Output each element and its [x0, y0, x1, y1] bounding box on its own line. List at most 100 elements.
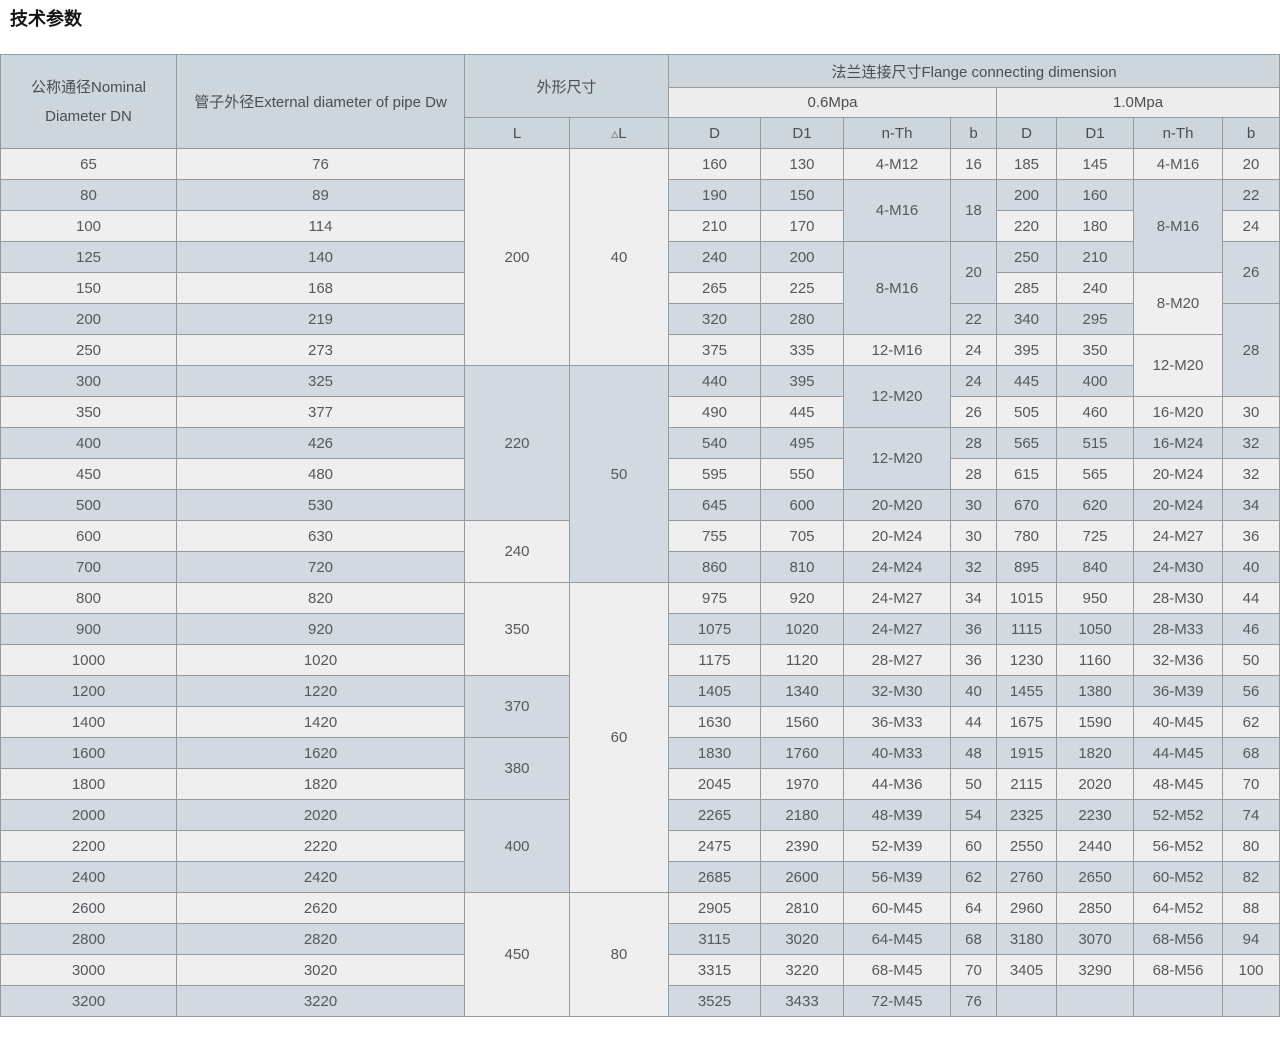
table-cell: 20: [1222, 148, 1280, 180]
table-cell: 1420: [176, 706, 465, 738]
table-cell: 44-M45: [1133, 737, 1224, 769]
table-cell: 44: [1222, 582, 1280, 614]
table-cell: 1405: [668, 675, 762, 707]
table-cell: 32-M30: [843, 675, 952, 707]
table-cell: 100: [1222, 954, 1280, 986]
col-header-n-th: n-Th: [843, 117, 952, 149]
table-cell: 2390: [760, 830, 845, 862]
table-cell: 16-M24: [1133, 427, 1224, 459]
table-cell: 64-M45: [843, 923, 952, 955]
table-row: 1000 1020 1175 1120 28-M27 36 1230 1160 32-M36 50: [0, 644, 1280, 676]
table-cell: 50: [568, 365, 670, 583]
table-cell: 12-M20: [843, 365, 952, 428]
table-cell: 16-M20: [1133, 396, 1224, 428]
table-cell: 2180: [760, 799, 845, 831]
table-cell: 46: [1222, 613, 1280, 645]
table-cell: 820: [176, 582, 465, 614]
table-cell: 1915: [996, 737, 1058, 769]
tech-params-table: 公称通径Nominal Diameter DN 管子外径External dia…: [0, 54, 1280, 1017]
table-cell: 40: [568, 148, 670, 366]
table-cell: 56-M39: [843, 861, 952, 893]
table-cell: 72-M45: [843, 985, 952, 1017]
table-cell: 550: [760, 458, 845, 490]
table-cell: 180: [1056, 210, 1135, 242]
table-row: 2200 2220 2475 2390 52-M39 60 2550 2440 56-M52 80: [0, 830, 1280, 862]
col-header-d1: D1: [760, 117, 845, 149]
table-cell: 1455: [996, 675, 1058, 707]
table-cell: 3405: [996, 954, 1058, 986]
table-cell: 400: [464, 799, 570, 893]
table-cell: 700: [0, 551, 177, 583]
table-cell: 18: [950, 179, 998, 242]
table-cell: 1220: [176, 675, 465, 707]
table-cell: 285: [996, 272, 1058, 304]
table-cell: 3000: [0, 954, 177, 986]
table-cell: 3180: [996, 923, 1058, 955]
table-cell: 24-M30: [1133, 551, 1224, 583]
table-cell: 50: [950, 768, 998, 800]
table-cell: 1230: [996, 644, 1058, 676]
table-cell: 450: [464, 892, 570, 1017]
table-row: 2800 2820 3115 3020 64-M45 68 3180 3070 68-M56 94: [0, 923, 1280, 955]
table-cell: 8-M20: [1133, 272, 1224, 335]
col-header-n-th: n-Th: [1133, 117, 1224, 149]
table-cell: 2325: [996, 799, 1058, 831]
table-cell: 64-M52: [1133, 892, 1224, 924]
table-cell: 200: [0, 303, 177, 335]
table-cell: 600: [0, 520, 177, 552]
table-cell: [1133, 985, 1224, 1017]
table-cell: 380: [464, 737, 570, 800]
table-cell: 76: [950, 985, 998, 1017]
table-cell: 32-M36: [1133, 644, 1224, 676]
table-cell: 170: [760, 210, 845, 242]
table-row: 250 273 375 335 12-M16 24 395 350 12-M20: [0, 334, 1280, 397]
table-cell: 114: [176, 210, 465, 242]
table-cell: 1590: [1056, 706, 1135, 738]
table-cell: 370: [464, 675, 570, 738]
table-cell: 1620: [176, 737, 465, 769]
table-cell: 62: [950, 861, 998, 893]
page-title: 技术参数: [10, 9, 82, 29]
table-cell: 900: [0, 613, 177, 645]
delta-symbol: △: [611, 128, 619, 139]
table-cell: 22: [950, 303, 998, 335]
table-cell: 1600: [0, 737, 177, 769]
table-cell: 780: [996, 520, 1058, 552]
table-cell: 30: [1222, 396, 1280, 428]
table-cell: 80: [1222, 830, 1280, 862]
table-cell: 24: [950, 365, 998, 397]
table-cell: 2760: [996, 861, 1058, 893]
table-cell: 755: [668, 520, 762, 552]
table-cell: 250: [0, 334, 177, 366]
table-cell: [1056, 985, 1135, 1017]
table-cell: 2905: [668, 892, 762, 924]
table-row: 600 630 240 755 705 20-M24 30 780 725 24-M27 36: [0, 520, 1280, 583]
table-cell: 80: [0, 179, 177, 211]
table-cell: 20-M24: [1133, 458, 1224, 490]
table-row: 200 219 320 280 22 340 295 28: [0, 303, 1280, 397]
table-cell: 240: [668, 241, 762, 273]
table-cell: 36: [950, 613, 998, 645]
table-cell: 495: [760, 427, 845, 459]
table-cell: 76: [176, 148, 465, 180]
table-cell: 350: [0, 396, 177, 428]
table-cell: 62: [1222, 706, 1280, 738]
col-header-nominal-diameter: 公称通径Nominal Diameter DN: [0, 54, 177, 149]
table-cell: 32: [1222, 458, 1280, 490]
table-cell: 2685: [668, 861, 762, 893]
table-cell: [1222, 985, 1280, 1017]
table-cell: 1630: [668, 706, 762, 738]
table-cell: 2440: [1056, 830, 1135, 862]
table-cell: 3070: [1056, 923, 1135, 955]
table-cell: 1830: [668, 737, 762, 769]
table-cell: 60: [950, 830, 998, 862]
table-cell: 450: [0, 458, 177, 490]
table-row: 150 168 265 225 285 240 8-M20: [0, 272, 1280, 335]
table-cell: 3115: [668, 923, 762, 955]
table-cell: 240: [1056, 272, 1135, 304]
table-cell: 40-M45: [1133, 706, 1224, 738]
table-cell: 56-M52: [1133, 830, 1224, 862]
table-cell: 3290: [1056, 954, 1135, 986]
table-row: 500 530 645 600 20-M20 30 670 620 20-M24 34: [0, 489, 1280, 521]
table-cell: 325: [176, 365, 465, 397]
